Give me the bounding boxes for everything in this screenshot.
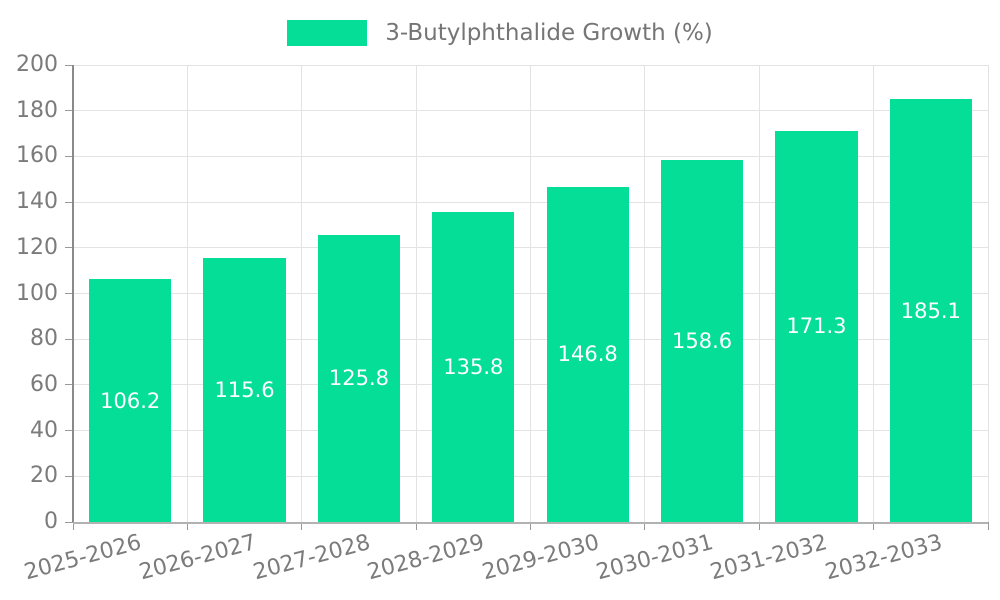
legend-label: 3-Butylphthalide Growth (%): [385, 20, 713, 46]
x-tick: [72, 522, 74, 530]
bar: 135.8: [432, 211, 515, 522]
v-gridline: [530, 65, 531, 522]
bar: 185.1: [889, 99, 972, 522]
y-tick-label: 80: [30, 326, 58, 352]
x-axis-line: [73, 522, 988, 524]
y-axis-line: [72, 65, 74, 522]
y-tick-label: 160: [16, 143, 58, 169]
bar: 106.2: [89, 279, 172, 522]
x-tick: [415, 522, 417, 530]
y-tick-label: 180: [16, 97, 58, 123]
y-tick: [65, 338, 73, 340]
bar-value-label: 125.8: [328, 366, 389, 391]
x-tick: [186, 522, 188, 530]
bar: 158.6: [660, 159, 744, 522]
y-tick-label: 0: [44, 509, 58, 534]
x-tick: [301, 522, 303, 530]
v-gridline: [873, 65, 875, 522]
y-tick: [65, 201, 73, 203]
v-gridline: [301, 65, 303, 522]
x-tick: [873, 522, 875, 530]
y-tick: [65, 430, 73, 432]
y-tick: [65, 155, 73, 157]
bar-value-label: 115.6: [214, 377, 275, 402]
y-tick: [65, 475, 73, 477]
bar-value-label: 171.3: [786, 314, 847, 339]
y-tick-label: 200: [16, 52, 58, 77]
y-tick-label: 120: [16, 234, 58, 260]
v-gridline: [987, 65, 989, 522]
bar: 125.8: [317, 234, 401, 522]
bar: 171.3: [775, 130, 858, 522]
v-gridline: [758, 65, 760, 522]
legend: 3-Butylphthalide Growth (%): [0, 18, 1000, 48]
plot-area: 106.2 115.6 125.8 135.8 146.8 158.6 171.3 185.1: [73, 64, 989, 522]
v-gridline: [644, 65, 646, 522]
v-gridline: [415, 65, 417, 522]
y-tick-label: 100: [16, 280, 58, 306]
x-tick: [758, 522, 760, 530]
legend-swatch: [287, 20, 368, 46]
bar-value-label: 106.2: [100, 388, 161, 413]
y-tick-label: 60: [30, 371, 58, 397]
y-tick: [65, 384, 73, 386]
bar-value-label: 185.1: [900, 298, 961, 323]
y-tick: [65, 247, 73, 249]
bar-value-label: 146.8: [557, 342, 618, 367]
x-tick: [644, 522, 646, 530]
y-tick: [65, 521, 73, 523]
y-tick: [65, 293, 73, 294]
y-tick: [65, 110, 73, 112]
bar-value-label: 158.6: [671, 328, 733, 353]
y-tick-label: 20: [30, 463, 58, 489]
v-gridline: [186, 65, 188, 522]
bar: 115.6: [203, 257, 286, 522]
y-tick: [65, 64, 73, 66]
bar-value-label: 135.8: [443, 354, 504, 379]
y-tick-label: 140: [16, 189, 58, 215]
y-tick-label: 40: [30, 417, 58, 443]
x-tick: [530, 522, 531, 530]
x-tick: [987, 522, 989, 530]
bar: 146.8: [546, 186, 629, 522]
